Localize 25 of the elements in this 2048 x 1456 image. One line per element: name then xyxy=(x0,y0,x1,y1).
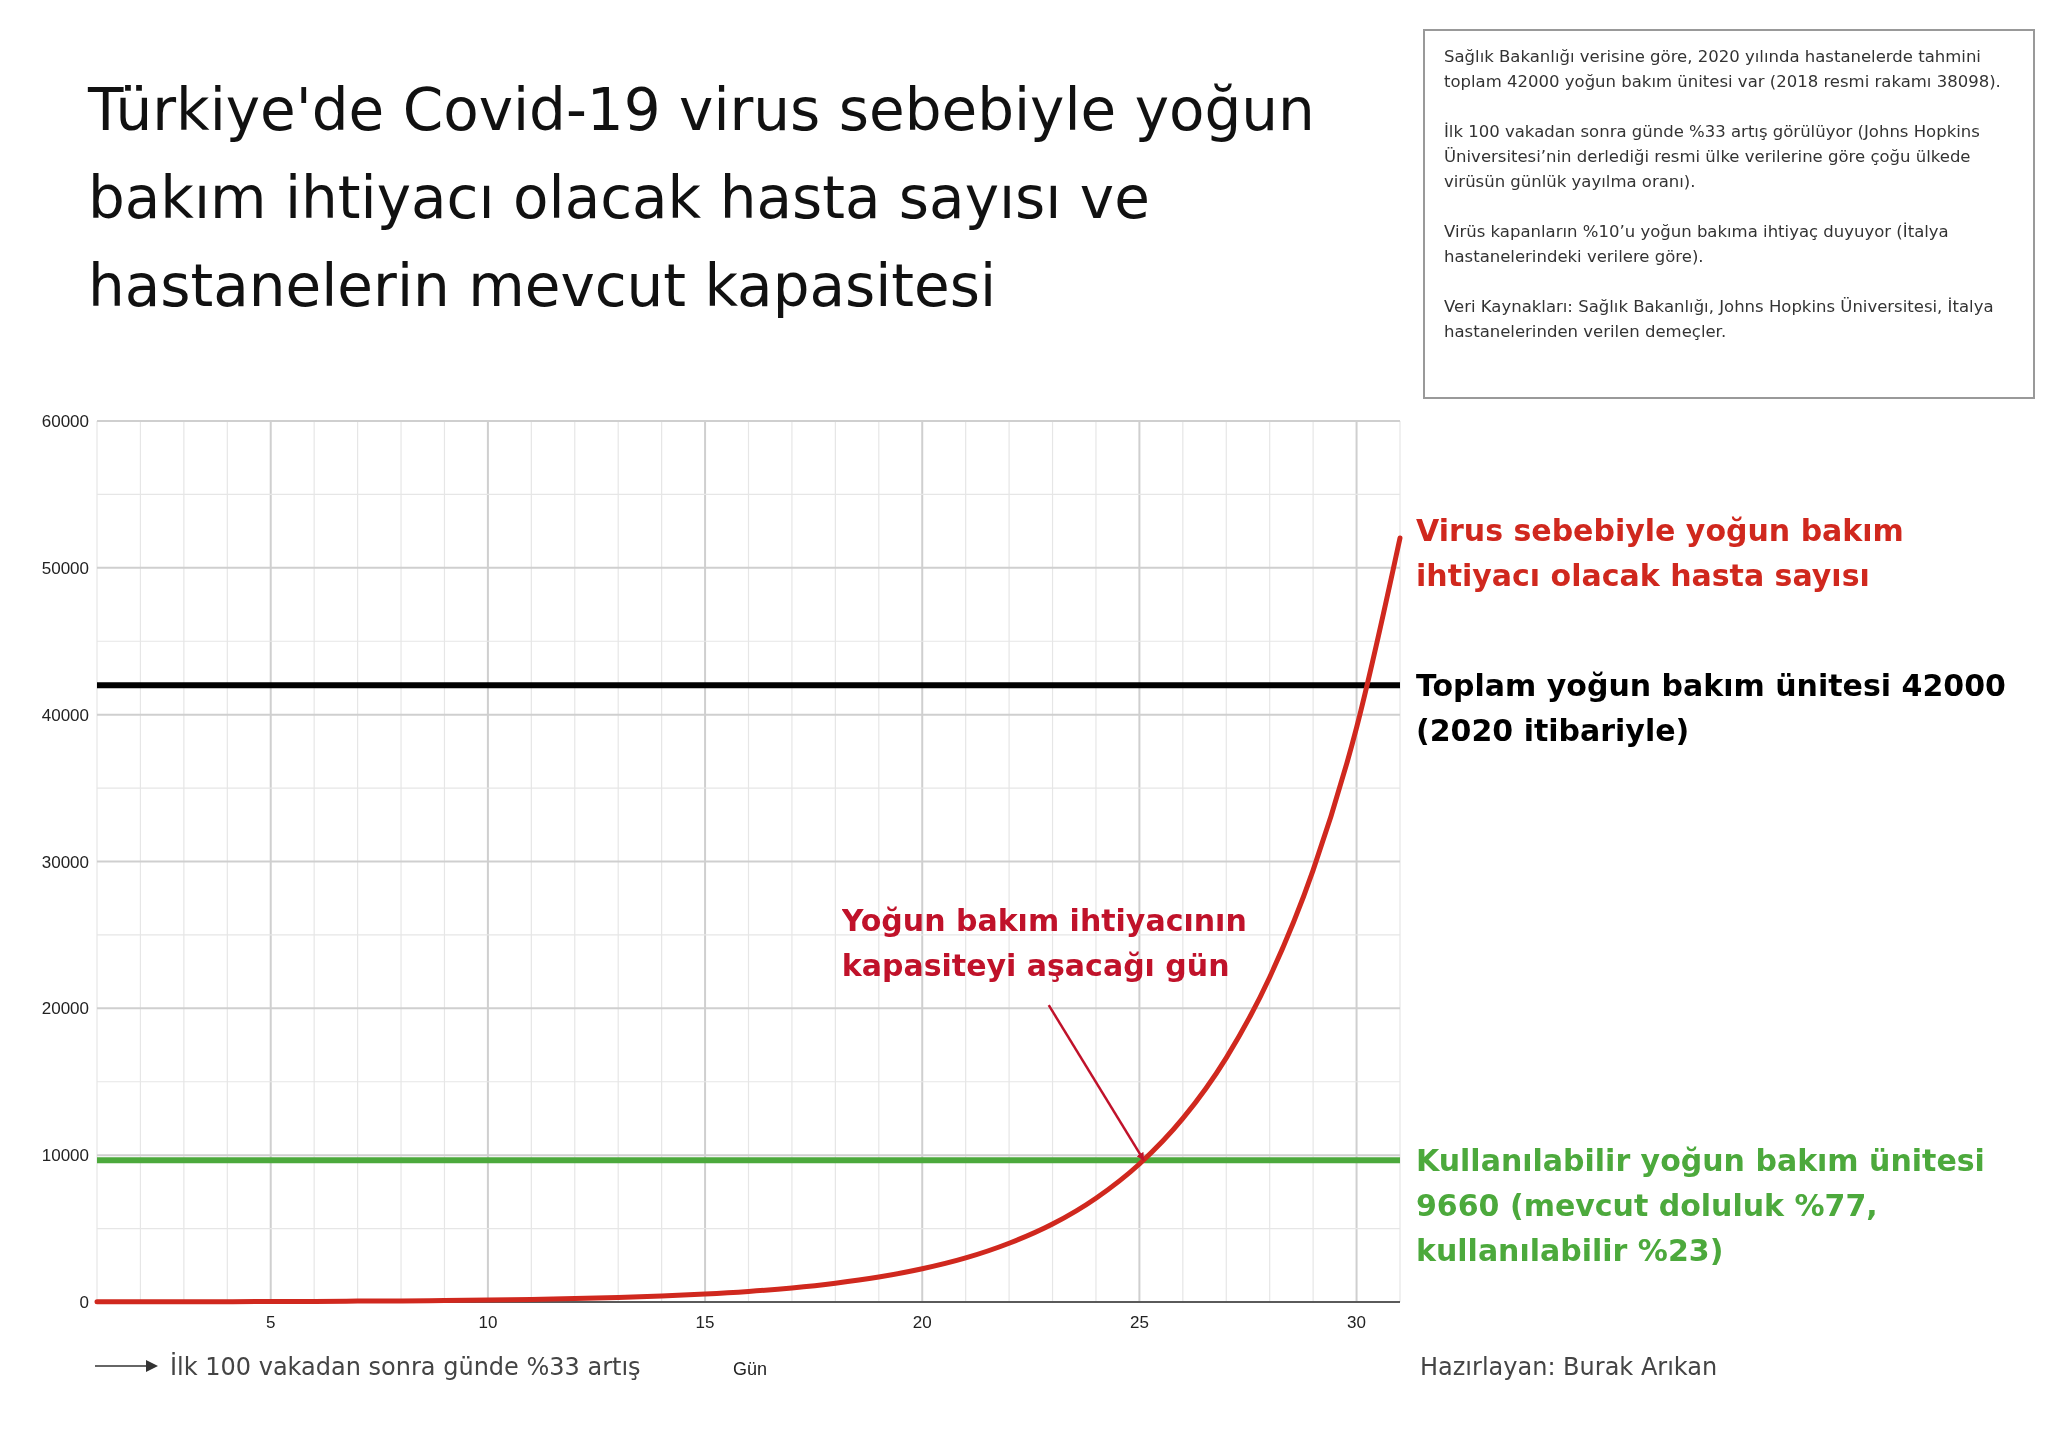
x-tick-label: 5 xyxy=(266,1313,276,1332)
text: İlk 100 vakadan sonra günde %33 artış görülüyor (Johns Hopkins Üniversitesi’nin derlediği resmi ülke verilerine göre çoğu ülkede virüsün günlük yayılma oranı). xyxy=(1444,121,1981,193)
text: İlk 100 vakadan sonra günde %33 artış xyxy=(170,1352,641,1381)
ref-line-label: Kullanılabilir yoğun bakım ünitesi 9660 (mevcut doluluk %77, kullanılabilir %23) xyxy=(1416,1142,1986,1271)
text: Sağlık Bakanlığı verisine göre, 2020 yılında hastanelerde tahmini toplam 42000 yoğun bakım ünitesi var (2018 resmi rakamı 38098). xyxy=(1444,46,2002,93)
y-tick-label: 60000 xyxy=(41,412,89,431)
y-tick-label: 10000 xyxy=(41,1146,89,1166)
x-tick-label: 20 xyxy=(912,1313,932,1332)
text: Virüs kapanların %10’u yoğun bakıma ihtiyaç duyuyor (İtalya hastanelerindeki verilere göre). xyxy=(1444,221,1950,268)
y-tick-label: 20000 xyxy=(41,999,89,1019)
x-tick-label: 10 xyxy=(478,1313,498,1332)
x-axis-title: Gün xyxy=(732,1359,768,1379)
y-tick-label: 50000 xyxy=(41,558,89,578)
chart-title: Türkiye'de Covid-19 virus sebebiyle yoğun bakım ihtiyacı olacak hasta sayısı ve hastanelerin mevcut kapasitesi xyxy=(87,76,1315,320)
series-label: Virus sebebiyle yoğun bakım ihtiyacı olacak hasta sayısı xyxy=(1416,512,1905,595)
y-tick-label: 40000 xyxy=(41,705,89,725)
text: Veri Kaynakları: Sağlık Bakanlığı, Johns Hopkins Üniversitesi, İtalya hastanelerinden verilen demeçler. xyxy=(1444,296,1995,343)
x-tick-label: 25 xyxy=(1129,1313,1149,1332)
y-tick-label: 30000 xyxy=(41,852,89,872)
text: Hazırlayan: Burak Arıkan xyxy=(1420,1353,1718,1381)
annotation: Yoğun bakım ihtiyacının kapasiteyi aşacağı gün xyxy=(841,902,1248,986)
x-tick-label: 30 xyxy=(1347,1313,1367,1332)
y-tick-label: 0 xyxy=(79,1293,89,1312)
x-tick-label: 15 xyxy=(695,1313,715,1332)
ref-line-label: Toplam yoğun bakım ünitesi 42000 (2020 itibariyle) xyxy=(1416,667,2007,751)
